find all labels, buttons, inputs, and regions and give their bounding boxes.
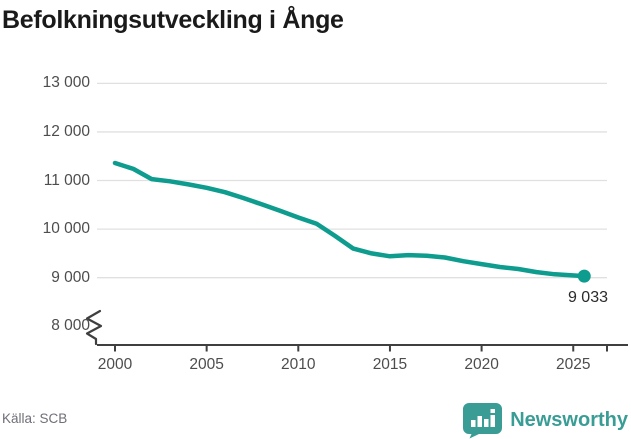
axis-break-squiggle [85,309,103,346]
y-tick-label: 11 000 [43,171,90,189]
x-axis [97,344,628,352]
y-tick-label: 8 000 [51,317,90,335]
x-tick-label: 2015 [372,356,408,373]
population-trend-line [112,160,587,279]
last-value-annotation: 9 033 [567,289,608,306]
newsworthy-brand[interactable]: Newsworthy [462,402,628,439]
x-tick-label: 2010 [281,356,316,373]
brand-name: Newsworthy [510,409,628,431]
x-tick-label: 2000 [97,356,133,373]
y-tick-label: 13 000 [42,74,90,92]
newsworthy-logo-icon [463,403,503,439]
chart-title: Befolkningsutveckling i Ånge [2,6,344,34]
x-tick-label: 2025 [556,356,591,373]
source-attribution: Källa: SCB [2,411,68,426]
y-tick-label: 9 000 [51,268,90,286]
x-tick-label: 2005 [189,356,224,373]
gridlines [97,82,607,279]
last-data-point-marker [577,269,591,283]
y-tick-label: 10 000 [42,220,90,238]
y-tick-label: 12 000 [42,122,90,140]
x-tick-label: 2020 [464,356,499,373]
